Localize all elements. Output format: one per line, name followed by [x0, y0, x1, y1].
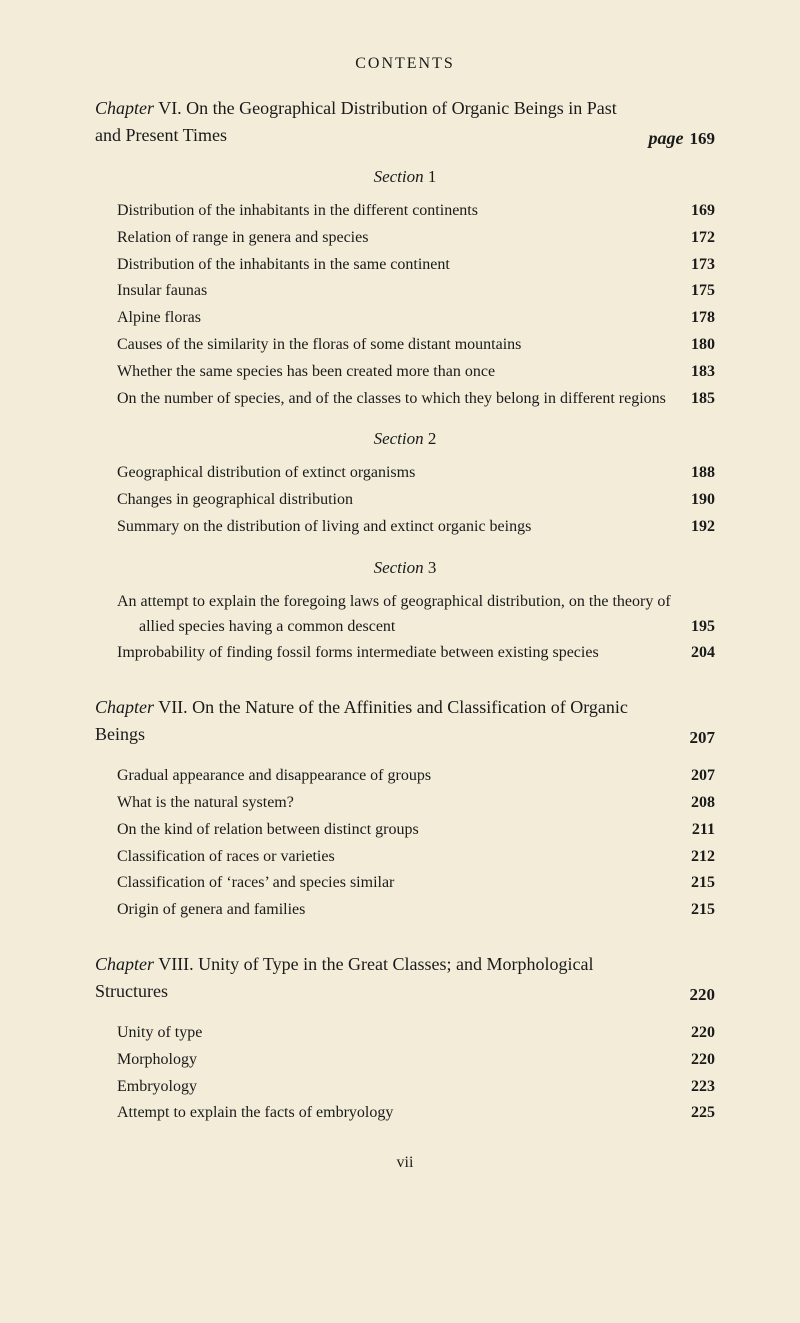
chapter-heading-row: Chapter VI. On the Geographical Distribu… — [95, 95, 715, 149]
chapter-page-number: 207 — [690, 728, 716, 748]
toc-entry-page: 220 — [691, 1048, 715, 1073]
toc-entry-text: Distribution of the inhabitants in the s… — [117, 253, 691, 278]
toc-entry-page: 204 — [691, 641, 715, 666]
toc-entry-text: An attempt to explain the foregoing laws… — [117, 590, 691, 640]
toc-entry-text: Distribution of the inhabitants in the d… — [117, 199, 691, 224]
toc-entry-text: Classification of races or varieties — [117, 845, 691, 870]
toc-entry-text: Gradual appearance and disappearance of … — [117, 764, 691, 789]
toc-entry-text: Whether the same species has been create… — [117, 360, 691, 385]
chapter-prefix: Chapter — [95, 954, 154, 974]
toc-entry: Improbability of finding fossil forms in… — [95, 641, 715, 666]
toc-entry-page: 172 — [691, 226, 715, 251]
toc-entry-page: 220 — [691, 1021, 715, 1046]
toc-entry: Classification of races or varieties212 — [95, 845, 715, 870]
toc-entry-text: Summary on the distribution of living an… — [117, 515, 691, 540]
toc-entry: Relation of range in genera and species1… — [95, 226, 715, 251]
chapter-page-number: page169 — [649, 128, 716, 149]
page-number: vii — [95, 1154, 715, 1172]
toc-entry-page: 188 — [691, 461, 715, 486]
toc-entry-text: Causes of the similarity in the floras o… — [117, 333, 691, 358]
chapter-heading-row: Chapter VIII. Unity of Type in the Great… — [95, 951, 715, 1005]
toc-entry-text: Attempt to explain the facts of embryolo… — [117, 1101, 691, 1126]
toc-entry-text: Relation of range in genera and species — [117, 226, 691, 251]
toc-entry-page: 173 — [691, 253, 715, 278]
toc-entry-page: 215 — [691, 898, 715, 923]
page-label: page — [649, 128, 684, 148]
toc-entry-text: Changes in geographical distribution — [117, 488, 691, 513]
toc-entry-page: 190 — [691, 488, 715, 513]
toc-entry-page: 212 — [691, 845, 715, 870]
toc-entry: On the number of species, and of the cla… — [95, 387, 715, 412]
toc-entry-page: 180 — [691, 333, 715, 358]
toc-entry-text: On the number of species, and of the cla… — [117, 387, 691, 412]
toc-entry-page: 192 — [691, 515, 715, 540]
toc-entry-page: 183 — [691, 360, 715, 385]
toc-entry: Whether the same species has been create… — [95, 360, 715, 385]
toc-entry: Morphology220 — [95, 1048, 715, 1073]
toc-entry: What is the natural system?208 — [95, 791, 715, 816]
toc-entry-text: What is the natural system? — [117, 791, 691, 816]
toc-entry-page: 207 — [691, 764, 715, 789]
toc-entry-page: 225 — [691, 1101, 715, 1126]
chapter-prefix: Chapter — [95, 697, 154, 717]
toc-entry-text: Origin of genera and families — [117, 898, 691, 923]
toc-entry: Alpine floras178 — [95, 306, 715, 331]
chapter-title: Chapter VI. On the Geographical Distribu… — [95, 95, 649, 149]
toc-entry-text: Improbability of finding fossil forms in… — [117, 641, 691, 666]
toc-entry: Attempt to explain the facts of embryolo… — [95, 1101, 715, 1126]
toc-entry: Summary on the distribution of living an… — [95, 515, 715, 540]
toc-entry: Classification of ‘races’ and species si… — [95, 871, 715, 896]
chapter-prefix: Chapter — [95, 98, 154, 118]
toc-entry: Causes of the similarity in the floras o… — [95, 333, 715, 358]
toc-entry-text: Geographical distribution of extinct org… — [117, 461, 691, 486]
chapter-block: Chapter VIII. Unity of Type in the Great… — [95, 951, 715, 1126]
toc-entry: Embryology223 — [95, 1075, 715, 1100]
toc-entry: Origin of genera and families215 — [95, 898, 715, 923]
toc-entry-page: 175 — [691, 279, 715, 304]
toc-entry: Distribution of the inhabitants in the d… — [95, 199, 715, 224]
toc-entry-text: Classification of ‘races’ and species si… — [117, 871, 691, 896]
toc-entry: Insular faunas175 — [95, 279, 715, 304]
toc-entry-page: 223 — [691, 1075, 715, 1100]
toc-entry: On the kind of relation between distinct… — [95, 818, 715, 843]
toc-entry-page: 169 — [691, 199, 715, 224]
toc-entry-page: 195 — [691, 615, 715, 640]
toc-entry-page: 208 — [691, 791, 715, 816]
toc-entry: Gradual appearance and disappearance of … — [95, 764, 715, 789]
toc-entry-text: On the kind of relation between distinct… — [117, 818, 692, 843]
chapter-page-number: 220 — [690, 985, 716, 1005]
toc-entry-text: Unity of type — [117, 1021, 691, 1046]
toc-entry-page: 185 — [691, 387, 715, 412]
toc-entry-text: Alpine floras — [117, 306, 691, 331]
section-heading: Section 1 — [95, 167, 715, 187]
toc-entry-page: 178 — [691, 306, 715, 331]
toc-entry: Unity of type220 — [95, 1021, 715, 1046]
section-heading: Section 2 — [95, 429, 715, 449]
chapter-block: Chapter VII. On the Nature of the Affini… — [95, 694, 715, 923]
chapter-title: Chapter VII. On the Nature of the Affini… — [95, 694, 690, 748]
section-heading: Section 3 — [95, 558, 715, 578]
toc-entry-page: 211 — [692, 818, 715, 843]
toc-entry: Geographical distribution of extinct org… — [95, 461, 715, 486]
toc-entry-text: Insular faunas — [117, 279, 691, 304]
chapter-title: Chapter VIII. Unity of Type in the Great… — [95, 951, 690, 1005]
toc-entry: Changes in geographical distribution190 — [95, 488, 715, 513]
toc-entry-text: Morphology — [117, 1048, 691, 1073]
chapter-block: Chapter VI. On the Geographical Distribu… — [95, 95, 715, 666]
chapter-heading-row: Chapter VII. On the Nature of the Affini… — [95, 694, 715, 748]
toc-entry-page: 215 — [691, 871, 715, 896]
toc-entry-text: Embryology — [117, 1075, 691, 1100]
page-header: CONTENTS — [95, 55, 715, 73]
contents-page: CONTENTS Chapter VI. On the Geographical… — [0, 0, 800, 1212]
toc-entry: Distribution of the inhabitants in the s… — [95, 253, 715, 278]
toc-entry: An attempt to explain the foregoing laws… — [95, 590, 715, 640]
